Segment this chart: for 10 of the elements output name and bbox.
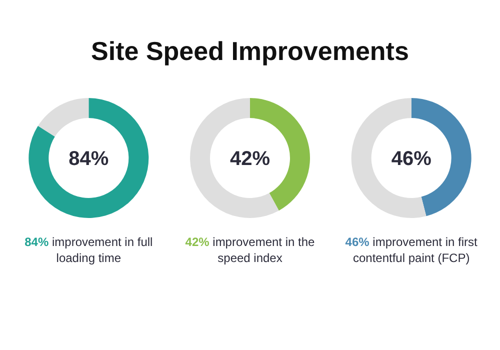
donut-slice (190, 98, 279, 218)
text: 46% improvement in first contentful paint (FCP) (345, 235, 478, 265)
text: 84% (68, 148, 109, 170)
text: 42% improvement in the speed index (185, 235, 316, 265)
text: Site Speed Improvements (91, 36, 409, 66)
donut-slice (28, 98, 149, 218)
donut-slice (38, 98, 89, 137)
text: 84% improvement in full loading time (24, 235, 153, 265)
text: 46% (391, 148, 432, 170)
text: 42% (230, 148, 270, 170)
